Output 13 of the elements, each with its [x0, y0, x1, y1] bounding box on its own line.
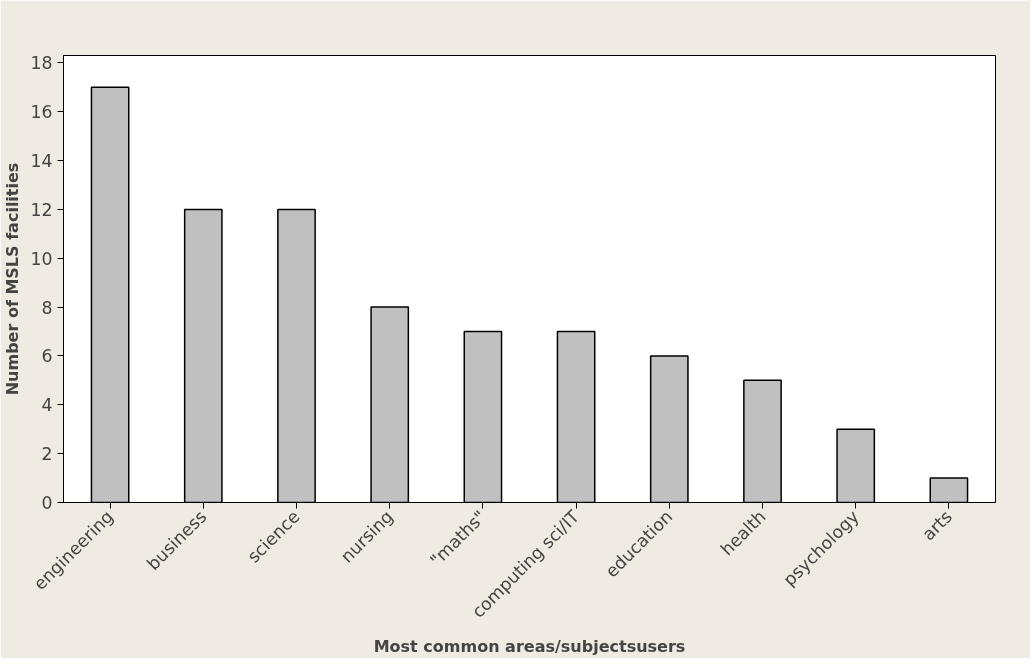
y-tick-label: 0: [41, 493, 53, 513]
y-tick-label: 18: [30, 53, 53, 74]
y-tick-label: 4: [41, 395, 53, 416]
y-tick-label: 8: [41, 297, 53, 318]
y-tick-label: 14: [30, 151, 53, 172]
y-axis-title: Number of MSLS facilities: [3, 162, 23, 396]
y-tick-label: 6: [41, 346, 53, 367]
y-tick-label: 12: [30, 199, 53, 220]
y-tick-label: 2: [41, 444, 53, 465]
x-axis-title: Most common areas/subjectsusers: [373, 636, 686, 656]
y-tick-label: 16: [30, 102, 53, 123]
x-tick-label: arts: [918, 506, 956, 545]
y-tick-label: 10: [30, 248, 53, 269]
